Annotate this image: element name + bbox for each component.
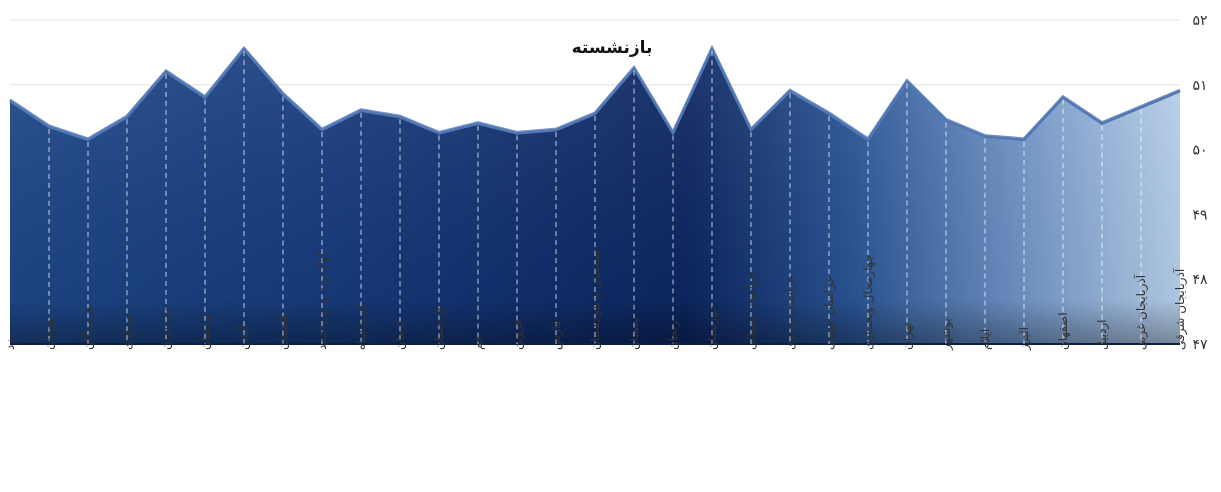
x-tick-label: زنجان bbox=[666, 320, 681, 350]
x-tick-label: اردبیل bbox=[1095, 319, 1110, 350]
x-tick-label: البرز bbox=[1017, 327, 1032, 351]
x-tick-label: هرمزگان bbox=[81, 306, 96, 350]
x-tick-label: خوزستان bbox=[705, 304, 720, 350]
y-tick-label: ۵۱ bbox=[1192, 78, 1207, 94]
x-tick-label: خراسان جنوبی bbox=[822, 276, 837, 350]
category-dividers bbox=[48, 51, 1142, 344]
x-tick-label: بوشهر bbox=[939, 318, 954, 351]
x-tick-label: آذربایجان شرقی bbox=[1172, 268, 1188, 350]
x-tick-label: خراسان رضوی bbox=[783, 275, 798, 350]
x-tick-label: قم bbox=[471, 336, 485, 350]
x-tick-label: کرمانشاه bbox=[354, 303, 369, 350]
x-tick-label: مرکزی bbox=[120, 315, 135, 350]
x-axis-ticks: یزد همدان هرمزگان مرکزی مازندران لرستان گیلان گ… bbox=[3, 248, 1188, 351]
x-tick-label: اصفهان bbox=[1056, 312, 1070, 350]
x-tick-label: یزد bbox=[3, 335, 18, 350]
x-tick-label: لرستان bbox=[198, 314, 213, 350]
x-tick-label: سمنان bbox=[627, 317, 641, 350]
y-tick-label: ۴۸ bbox=[1192, 272, 1208, 288]
x-tick-label: گلستان bbox=[276, 313, 290, 350]
area-shade bbox=[10, 49, 1180, 344]
x-tick-label: کردستان bbox=[432, 306, 447, 350]
x-tick-label: آذربایجان غربی bbox=[1133, 274, 1149, 350]
y-axis-ticks: ۴۷ ۴۸ ۴۹ ۵۰ ۵۱ ۵۲ bbox=[1192, 13, 1208, 353]
y-tick-label: ۴۹ bbox=[1192, 207, 1207, 223]
x-tick-label: فارس bbox=[549, 320, 564, 350]
x-tick-label: قزوین bbox=[510, 319, 525, 350]
x-tick-label: چهارمحال وبختیاری bbox=[861, 254, 876, 350]
y-tick-label: ۴۷ bbox=[1192, 337, 1208, 353]
x-tick-label: کهگیلویه و بویراحمد bbox=[315, 251, 330, 350]
chart-title: بازنشسته bbox=[572, 38, 653, 58]
x-tick-label: گیلان bbox=[237, 324, 251, 350]
x-tick-label: همدان bbox=[42, 318, 56, 350]
x-tick-label: سیستان و بلوچستان bbox=[588, 248, 603, 350]
x-tick-label: تهران bbox=[900, 322, 915, 350]
series-line bbox=[9, 47, 1181, 142]
area-series bbox=[9, 44, 1181, 345]
y-tick-label: ۵۰ bbox=[1192, 143, 1207, 159]
x-tick-label: خراسان شمالی bbox=[744, 272, 759, 350]
y-tick-label: ۵۲ bbox=[1192, 13, 1207, 29]
x-tick-label: کرمان bbox=[393, 318, 408, 350]
x-tick-label: ایلام bbox=[978, 329, 992, 350]
x-tick-label: مازندران bbox=[159, 307, 174, 350]
